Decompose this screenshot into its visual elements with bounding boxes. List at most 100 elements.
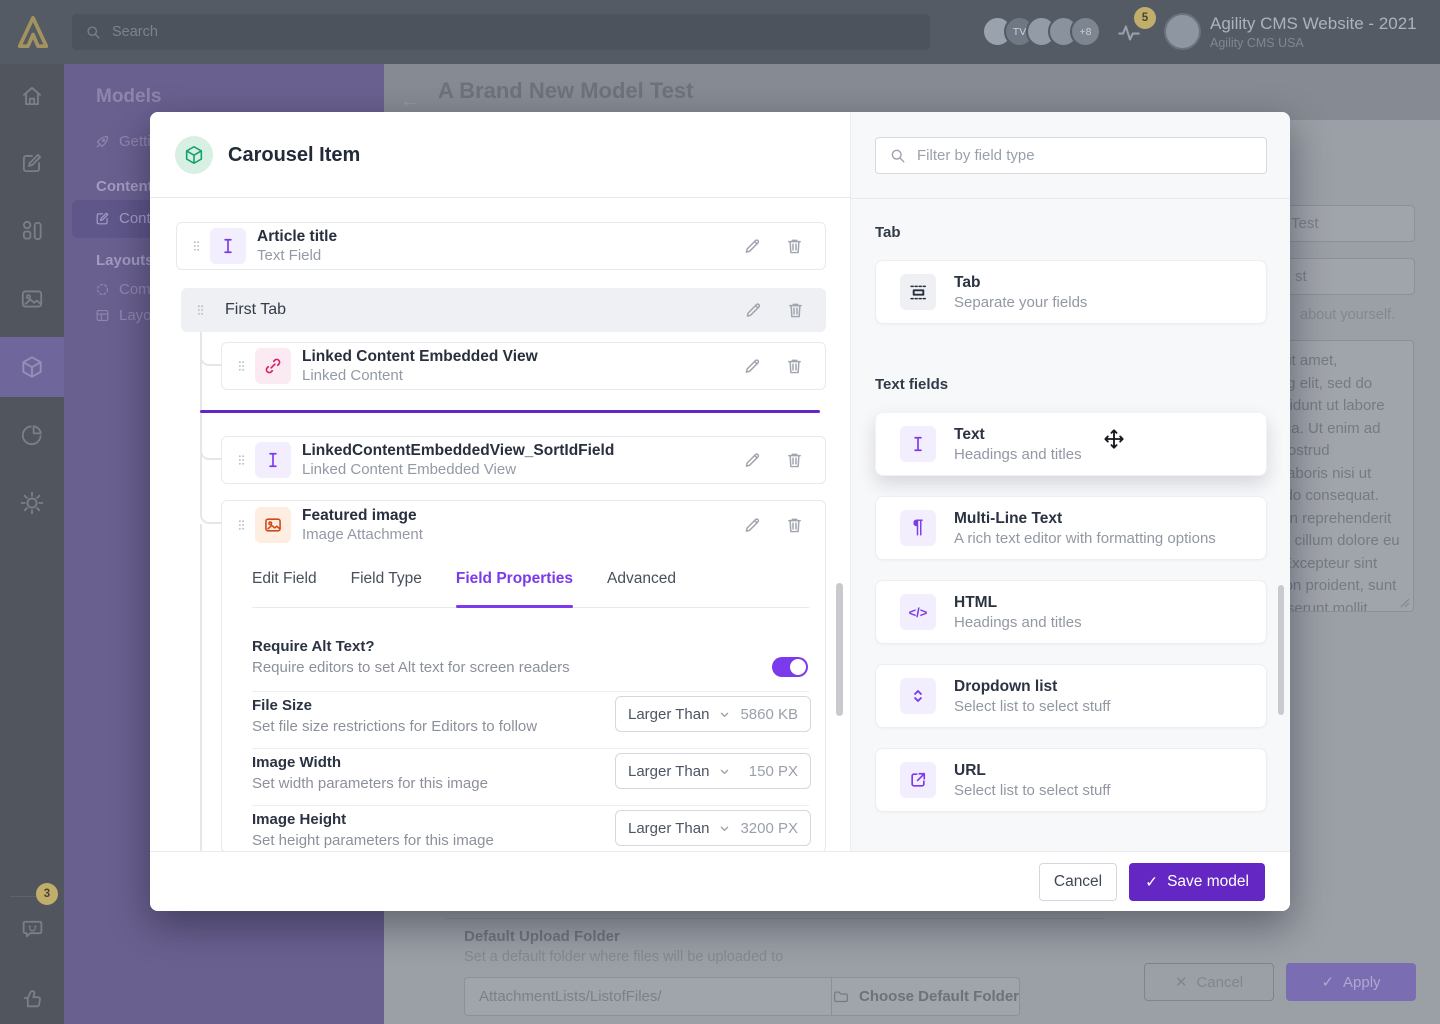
sidebar-item-label: Gettin xyxy=(119,133,160,150)
edit-tab-button[interactable] xyxy=(743,300,764,321)
choose-folder-button[interactable]: Choose Default Folder xyxy=(831,978,1019,1015)
global-search-input[interactable] xyxy=(112,24,918,40)
gear-icon xyxy=(19,490,45,516)
edit-field-button[interactable] xyxy=(742,236,763,257)
tree-connector xyxy=(200,332,221,524)
sidebar-item-components[interactable]: Comp xyxy=(94,281,159,298)
image-width-control[interactable]: Larger Than 150 PX xyxy=(615,753,811,789)
palette-search[interactable] xyxy=(875,137,1267,174)
file-size-value[interactable]: 5860 KB xyxy=(740,705,798,723)
avatar-initials: TV xyxy=(1012,25,1027,38)
palette-card-html[interactable]: </> HTML Headings and titles xyxy=(875,580,1267,644)
sidebar-item-label: Conte xyxy=(119,210,160,227)
nav-home[interactable] xyxy=(0,66,64,126)
drag-drop-indicator xyxy=(200,410,820,413)
nav-settings[interactable] xyxy=(0,473,64,533)
drag-handle-icon[interactable] xyxy=(235,451,247,469)
delete-field-button[interactable] xyxy=(784,515,805,536)
link-icon xyxy=(255,348,291,384)
section-divider xyxy=(446,918,1104,919)
palette-card-dropdown-list[interactable]: Dropdown list Select list to select stuf… xyxy=(875,664,1267,728)
field-name: Linked Content Embedded View xyxy=(302,348,538,365)
sidebar-item-label: Comp xyxy=(119,281,160,298)
palette-card-multiline-text[interactable]: ¶ Multi-Line Text A rich text editor wit… xyxy=(875,496,1267,560)
nav-feedback[interactable] xyxy=(0,968,64,1024)
card-title: Multi-Line Text xyxy=(954,509,1063,527)
text-field-icon xyxy=(255,442,291,478)
model-type-badge xyxy=(175,136,213,174)
field-type-palette: Tab Tab Separate your fields Text fields… xyxy=(850,112,1290,851)
delete-field-button[interactable] xyxy=(784,236,805,257)
save-model-button[interactable]: ✓ Save model xyxy=(1129,863,1265,901)
nav-messages[interactable] xyxy=(0,898,64,958)
image-height-value[interactable]: 3200 PX xyxy=(740,819,798,837)
edit-field-button[interactable] xyxy=(742,450,763,471)
modal-cancel-button[interactable]: Cancel xyxy=(1039,863,1117,901)
palette-card-url[interactable]: URL Select list to select stuff xyxy=(875,748,1267,812)
nav-models[interactable] xyxy=(0,337,64,397)
delete-tab-button[interactable] xyxy=(785,300,806,321)
image-width-value[interactable]: 150 PX xyxy=(748,762,798,780)
tab-field-type[interactable]: Field Type xyxy=(350,570,422,587)
operator-select[interactable]: Larger Than xyxy=(628,762,710,780)
delete-field-button[interactable] xyxy=(784,356,805,377)
fields-scrollbar-thumb[interactable] xyxy=(836,583,843,716)
field-row-first-tab[interactable]: First Tab xyxy=(181,288,826,332)
palette-card-tab[interactable]: Tab Separate your fields xyxy=(875,260,1267,324)
field-row-featured-image[interactable]: Featured image Image Attachment xyxy=(222,501,825,549)
card-texts: Multi-Line Text A rich text editor with … xyxy=(954,509,1216,548)
user-avatar[interactable] xyxy=(1164,13,1201,50)
edit-field-button[interactable] xyxy=(742,356,763,377)
chevron-down-icon xyxy=(717,707,732,722)
nav-pages[interactable] xyxy=(0,133,64,193)
drag-handle-icon[interactable] xyxy=(194,301,206,319)
card-description: Select list to select stuff xyxy=(954,781,1111,799)
tab-edit-field[interactable]: Edit Field xyxy=(252,570,317,587)
back-arrow-icon[interactable]: ← xyxy=(400,90,420,112)
edit-field-button[interactable] xyxy=(742,515,763,536)
tab-field-properties[interactable]: Field Properties xyxy=(455,549,574,608)
palette-search-input[interactable] xyxy=(917,147,1254,164)
avatar-overflow[interactable]: +8 xyxy=(1070,16,1101,47)
image-icon xyxy=(19,286,45,312)
search-icon xyxy=(888,146,907,165)
operator-select[interactable]: Larger Than xyxy=(628,819,710,837)
setting-label: Require Alt Text? xyxy=(252,638,375,655)
nav-assets[interactable] xyxy=(0,269,64,329)
modal-fields-section: Carousel Item Article title Text Field xyxy=(150,112,850,851)
drag-handle-icon[interactable] xyxy=(190,237,202,255)
operator-select[interactable]: Larger Than xyxy=(628,705,710,723)
field-row-linked-content[interactable]: Linked Content Embedded View Linked Cont… xyxy=(221,342,826,390)
setting-label: Image Width xyxy=(252,754,342,771)
palette-scrollbar-thumb[interactable] xyxy=(1278,585,1284,715)
field-row-sortid[interactable]: LinkedContentEmbeddedView_SortIdField Li… xyxy=(221,436,826,484)
upload-path-input[interactable]: AttachmentLists/ListofFiles/ xyxy=(479,988,662,1005)
layout-icon xyxy=(94,307,111,324)
card-description: Separate your fields xyxy=(954,293,1088,311)
drag-handle-icon[interactable] xyxy=(235,357,247,375)
field-row-article-title[interactable]: Article title Text Field xyxy=(176,222,826,270)
sidebar-item-layouts[interactable]: Layou xyxy=(94,307,160,324)
search-icon xyxy=(84,23,102,41)
agility-logo-icon[interactable] xyxy=(13,11,53,53)
fields-list: Article title Text Field First Tab xyxy=(150,198,850,851)
drag-handle-icon[interactable] xyxy=(235,516,247,534)
edit-icon xyxy=(19,150,45,176)
nav-dashboard[interactable] xyxy=(0,201,64,261)
require-alt-text-toggle[interactable] xyxy=(772,657,808,677)
nav-reports[interactable] xyxy=(0,405,64,465)
palette-card-text[interactable]: Text Headings and titles xyxy=(875,412,1267,476)
tab-advanced[interactable]: Advanced xyxy=(607,570,676,587)
delete-field-button[interactable] xyxy=(784,450,805,471)
page-scrollbar-thumb[interactable] xyxy=(1425,340,1431,473)
resize-handle-icon[interactable] xyxy=(1398,596,1410,608)
page-apply-button[interactable]: ✓ Apply xyxy=(1286,963,1416,1001)
file-size-restriction-control[interactable]: Larger Than 5860 KB xyxy=(615,696,811,732)
sidebar-item-content[interactable]: Conte xyxy=(94,210,159,227)
page-cancel-button[interactable]: ✕ Cancel xyxy=(1144,963,1274,1001)
image-height-control[interactable]: Larger Than 3200 PX xyxy=(615,810,811,846)
global-search[interactable] xyxy=(72,14,930,50)
move-cursor-icon xyxy=(1103,428,1125,450)
sidebar-item-getting-started[interactable]: Gettin xyxy=(94,133,159,150)
palette-section-tab: Tab xyxy=(875,224,901,241)
